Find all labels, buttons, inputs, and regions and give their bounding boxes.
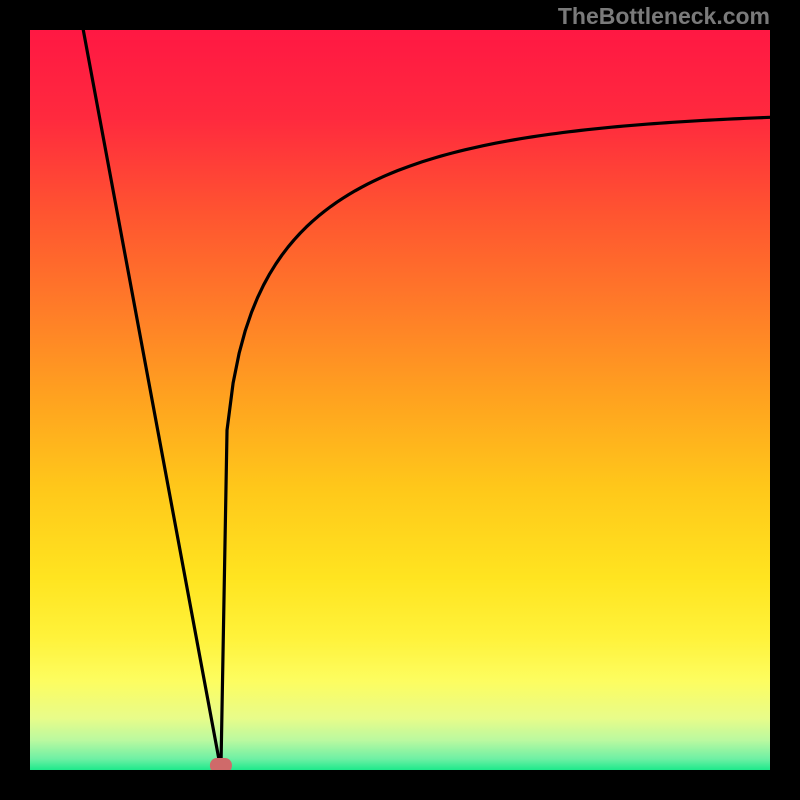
chart-plot-area	[30, 30, 770, 770]
minimum-marker	[210, 758, 232, 770]
chart-svg	[30, 30, 770, 770]
watermark-label: TheBottleneck.com	[558, 3, 770, 29]
chart-background-gradient	[30, 30, 770, 770]
watermark-text: TheBottleneck.com	[558, 3, 770, 30]
